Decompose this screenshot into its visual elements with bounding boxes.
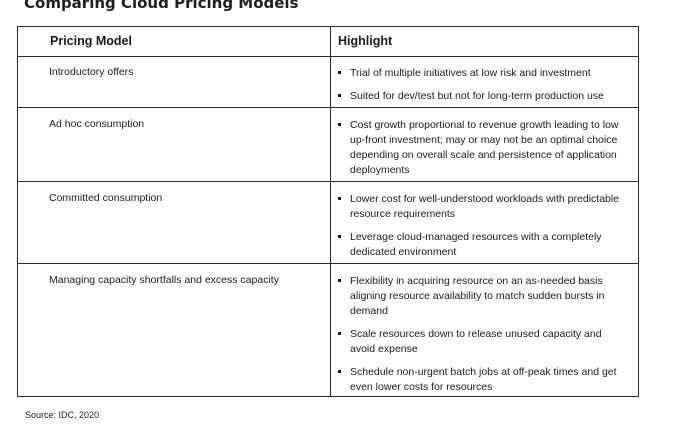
highlight-item: Cost growth proportional to revenue grow…	[337, 118, 627, 178]
row-divider	[18, 263, 638, 264]
highlight-text: Flexibility in acquiring resource on an …	[350, 275, 605, 317]
table-row: Ad hoc consumption Cost growth proportio…	[18, 108, 638, 182]
highlight-item: Leverage cloud-managed resources with a …	[337, 230, 627, 260]
highlight-list: Cost growth proportional to revenue grow…	[337, 118, 627, 186]
highlight-item: Lower cost for well-understood workloads…	[337, 192, 627, 222]
bullet-icon	[338, 94, 341, 97]
table-row: Committed consumption Lower cost for wel…	[18, 182, 638, 264]
highlight-item: Suited for dev/test but not for long-ter…	[337, 89, 627, 104]
column-divider	[330, 27, 331, 396]
highlight-text: Suited for dev/test but not for long-ter…	[350, 90, 604, 102]
highlight-text: Schedule non-urgent batch jobs at off-pe…	[350, 366, 617, 393]
highlight-item: Schedule non-urgent batch jobs at off-pe…	[337, 365, 627, 395]
highlight-text: Leverage cloud-managed resources with a …	[350, 231, 602, 258]
highlight-list: Flexibility in acquiring resource on an …	[337, 274, 627, 403]
highlight-text: Trial of multiple initiatives at low ris…	[350, 67, 591, 79]
highlight-list: Lower cost for well-understood workloads…	[337, 192, 627, 268]
highlight-item: Scale resources down to release unused c…	[337, 327, 627, 357]
highlight-item: Flexibility in acquiring resource on an …	[337, 274, 627, 319]
bullet-icon	[338, 123, 341, 126]
bullet-icon	[338, 332, 341, 335]
highlight-item: Trial of multiple initiatives at low ris…	[337, 66, 627, 81]
highlight-text: Cost growth proportional to revenue grow…	[350, 119, 619, 176]
highlight-text: Scale resources down to release unused c…	[350, 328, 602, 355]
pricing-model-cell: Committed consumption	[49, 192, 163, 204]
table-header-row: Pricing Model Highlight	[18, 27, 638, 57]
source-note: Source: IDC, 2020	[25, 410, 100, 420]
highlight-text: Lower cost for well-understood workloads…	[350, 193, 620, 220]
header-highlight: Highlight	[338, 34, 393, 48]
pricing-model-cell: Managing capacity shortfalls and excess …	[49, 274, 279, 286]
table-row: Managing capacity shortfalls and excess …	[18, 264, 638, 398]
row-divider	[18, 181, 638, 182]
table-row: Introductory offers Trial of multiple in…	[18, 56, 638, 108]
highlight-list: Trial of multiple initiatives at low ris…	[337, 66, 627, 112]
bullet-icon	[338, 279, 341, 282]
row-divider	[18, 107, 638, 108]
pricing-models-table: Pricing Model Highlight Introductory off…	[17, 26, 639, 397]
bullet-icon	[338, 197, 341, 200]
bullet-icon	[338, 235, 341, 238]
bullet-icon	[338, 71, 341, 74]
document-title: Comparing Cloud Pricing Models	[24, 0, 299, 12]
pricing-model-cell: Introductory offers	[49, 66, 134, 78]
header-pricing-model: Pricing Model	[50, 34, 132, 48]
bullet-icon	[338, 370, 341, 373]
pricing-model-cell: Ad hoc consumption	[49, 118, 145, 130]
